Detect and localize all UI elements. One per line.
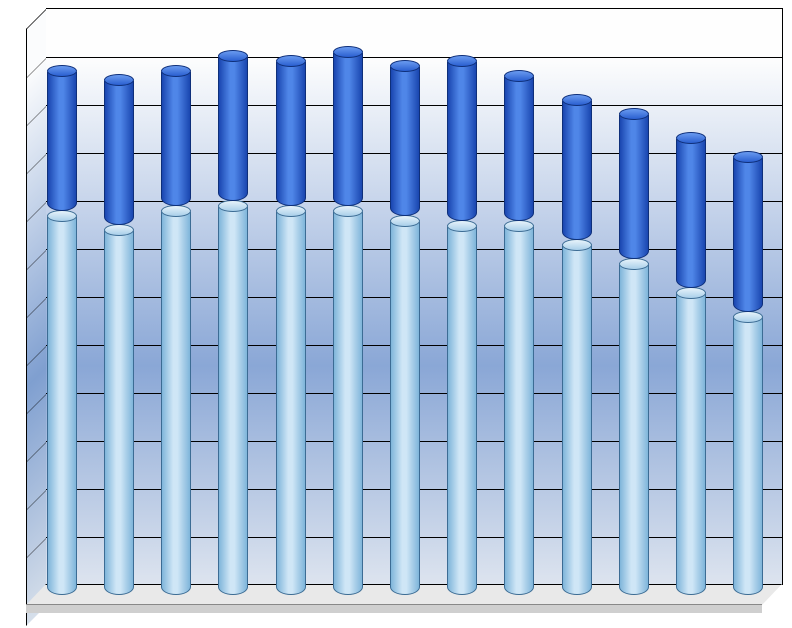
bar: [161, 72, 191, 595]
bar: [733, 158, 763, 595]
bar-segment-lower: [390, 216, 420, 595]
bar-segment-lower: [333, 206, 363, 595]
bar-segment-upper: [333, 47, 363, 207]
bar-segment-lower: [104, 225, 134, 595]
plot-3d: [0, 0, 792, 628]
bar-segment-upper: [276, 56, 306, 206]
bar-segment-upper: [447, 56, 477, 220]
bar-segment-lower: [447, 221, 477, 595]
bar-segment-upper: [619, 109, 649, 259]
bar-segment-upper: [504, 71, 534, 221]
bar: [47, 72, 77, 595]
bar-segment-upper: [733, 152, 763, 312]
chart-stage: [0, 0, 792, 628]
bar-segment-upper: [161, 66, 191, 206]
bar-segment-lower: [676, 288, 706, 595]
bar-segment-upper: [47, 66, 77, 211]
bars-layer: [33, 8, 777, 595]
bar: [562, 101, 592, 595]
bar-segment-upper: [676, 133, 706, 288]
bar-segment-upper: [390, 61, 420, 216]
bar-segment-upper: [218, 51, 248, 201]
bar: [104, 81, 134, 595]
bar-segment-lower: [733, 312, 763, 595]
bar-segment-lower: [619, 259, 649, 595]
bar-segment-lower: [276, 206, 306, 595]
floor-front: [26, 604, 762, 613]
bar: [676, 139, 706, 595]
bar: [333, 53, 363, 595]
bar-segment-lower: [161, 206, 191, 595]
bar: [504, 77, 534, 595]
bar: [619, 115, 649, 595]
bar-segment-upper: [562, 95, 592, 240]
bar-segment-lower: [504, 221, 534, 595]
bar: [447, 62, 477, 595]
bar: [276, 62, 306, 595]
bar: [390, 67, 420, 595]
bar-segment-lower: [562, 240, 592, 595]
bar-segment-lower: [47, 211, 77, 595]
bar: [218, 57, 248, 595]
bar-segment-lower: [218, 201, 248, 595]
bar-segment-upper: [104, 75, 134, 225]
